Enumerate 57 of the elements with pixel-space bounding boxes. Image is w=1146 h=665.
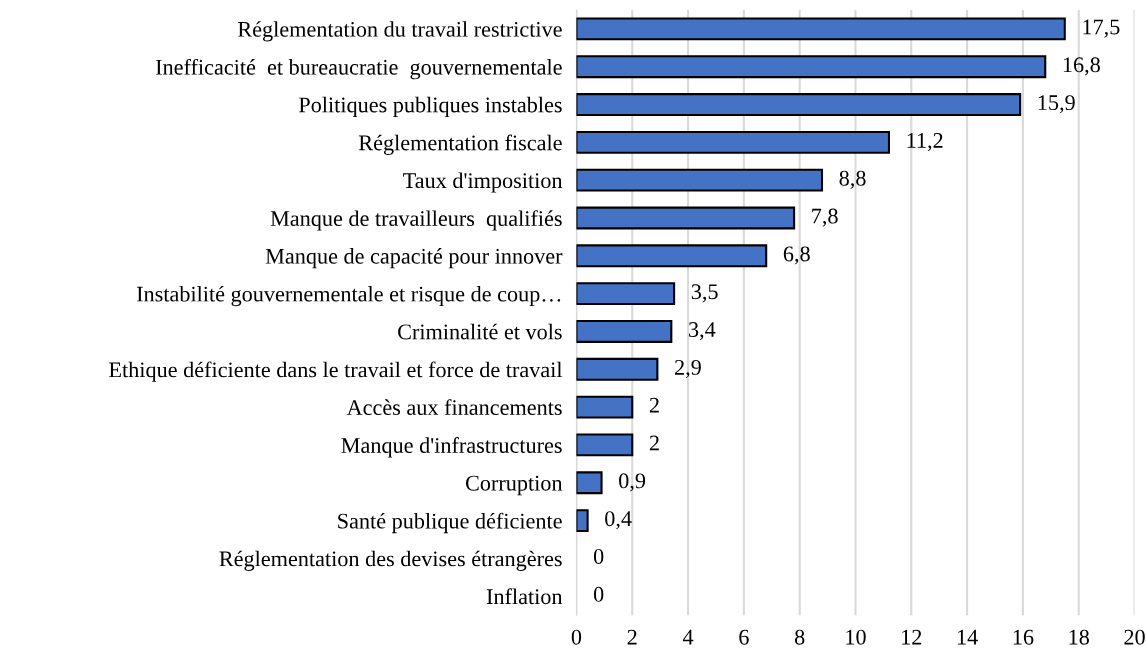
- x-tick-label: 4: [682, 629, 694, 645]
- x-tick-label: 2: [627, 629, 637, 645]
- data-label: 0: [593, 548, 604, 564]
- y-tick-label: Inefficacité et bureaucratie gouvernementale: [155, 58, 562, 80]
- data-label: 2: [649, 397, 659, 413]
- data-label: 16,8: [1063, 57, 1100, 76]
- data-label: 0,4: [605, 511, 632, 530]
- data-label: 3,5: [691, 284, 718, 303]
- y-tick-label: Réglementation du travail restrictive: [237, 21, 562, 42]
- y-tick-label: Corruption: [465, 475, 563, 496]
- data-label: 0: [593, 586, 604, 602]
- x-tick-label: 0: [571, 629, 582, 645]
- y-tick-label: Réglementation des devises étrangères: [219, 550, 562, 571]
- bar: [576, 130, 891, 154]
- data-label: 3,4: [689, 322, 716, 341]
- bar: [576, 206, 796, 230]
- bar: [576, 395, 634, 419]
- y-tick-label: Accès aux financements: [346, 399, 562, 416]
- x-tick-label: 14: [957, 629, 978, 645]
- y-tick-label: Réglementation fiscale: [358, 134, 562, 155]
- x-tick-label: 16: [1013, 629, 1034, 645]
- x-tick-label: 12: [902, 629, 922, 645]
- bar: [576, 509, 589, 533]
- data-label: 8,8: [839, 170, 866, 189]
- y-tick-label: Manque de capacité pour innover: [265, 248, 563, 269]
- data-label: 6,8: [783, 246, 810, 265]
- data-label: 2: [649, 435, 659, 451]
- data-label: 15,9: [1038, 95, 1075, 114]
- bar: [576, 168, 824, 192]
- y-tick-label: Criminalité et vols: [398, 323, 562, 340]
- y-tick-label: Ethique déficiente dans le travail et force de travail: [109, 361, 563, 382]
- bar: [576, 244, 768, 268]
- bar: [576, 320, 673, 343]
- data-label: 7,8: [812, 208, 838, 227]
- bar: [576, 93, 1022, 116]
- x-tick-label: 10: [846, 629, 866, 645]
- y-tick-label: Manque d'infrastructures: [341, 437, 562, 458]
- y-tick-label: Instabilité gouvernementale et risque de coup…: [136, 285, 561, 307]
- x-tick-label: 6: [739, 629, 749, 645]
- data-label: 17,5: [1083, 19, 1120, 38]
- bar: [576, 282, 676, 306]
- data-label: 11,2: [907, 132, 943, 152]
- bar: [576, 55, 1047, 79]
- y-tick-label: Inflation: [486, 588, 563, 605]
- bar: [576, 433, 634, 457]
- x-tick-label: 18: [1069, 629, 1089, 645]
- data-label: 2,9: [675, 359, 701, 379]
- y-tick-label: Taux d'imposition: [403, 172, 563, 193]
- bar: [576, 471, 603, 495]
- bar: [576, 17, 1066, 41]
- y-tick-label: Santé publique déficiente: [338, 512, 562, 534]
- x-tick-label: 20: [1124, 629, 1145, 645]
- bar: [576, 357, 659, 381]
- x-tick-label: 8: [794, 629, 805, 645]
- y-tick-label: Manque de travailleurs qualifiés: [270, 210, 562, 231]
- data-label: 0,9: [619, 473, 646, 492]
- y-tick-label: Politiques publiques instables: [298, 96, 562, 117]
